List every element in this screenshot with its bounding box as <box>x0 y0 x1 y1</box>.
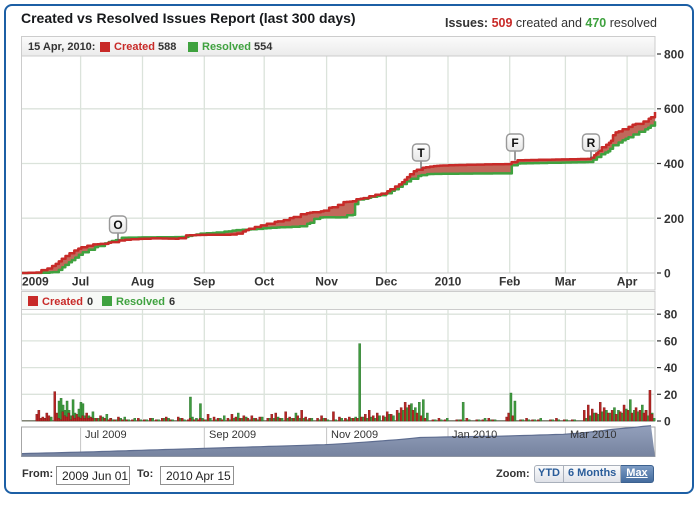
svg-text:Sep 2009: Sep 2009 <box>209 429 256 441</box>
svg-text:0: 0 <box>664 267 671 281</box>
svg-text:Mar 2010: Mar 2010 <box>570 429 616 441</box>
svg-text:80: 80 <box>664 308 678 322</box>
svg-text:Sep: Sep <box>193 275 215 289</box>
svg-text:600: 600 <box>664 102 684 116</box>
svg-text:Created: Created <box>114 41 155 53</box>
svg-text:2010: 2010 <box>435 275 462 289</box>
svg-text:Jan 2010: Jan 2010 <box>452 429 497 441</box>
svg-text:2009: 2009 <box>22 275 49 289</box>
svg-text:0: 0 <box>664 415 671 429</box>
svg-text:800: 800 <box>664 48 684 62</box>
svg-text:6: 6 <box>169 296 175 308</box>
svg-text:Dec: Dec <box>375 275 397 289</box>
svg-text:Oct: Oct <box>254 275 274 289</box>
svg-text:F: F <box>511 136 518 150</box>
svg-text:60: 60 <box>664 334 678 348</box>
svg-text:554: 554 <box>254 41 273 53</box>
svg-text:Resolved: Resolved <box>202 41 251 53</box>
svg-text:Nov: Nov <box>315 275 338 289</box>
svg-text:Nov 2009: Nov 2009 <box>331 429 378 441</box>
svg-text:O: O <box>113 218 122 232</box>
svg-text:Mar: Mar <box>555 275 577 289</box>
svg-text:T: T <box>417 146 425 160</box>
svg-text:15 Apr, 2010:: 15 Apr, 2010: <box>28 41 95 53</box>
svg-text:Apr: Apr <box>617 275 638 289</box>
svg-text:20: 20 <box>664 388 678 402</box>
svg-text:Resolved: Resolved <box>116 296 165 308</box>
svg-text:Jul 2009: Jul 2009 <box>85 429 127 441</box>
svg-text:200: 200 <box>664 212 684 226</box>
svg-text:40: 40 <box>664 361 678 375</box>
svg-text:Created: Created <box>42 296 83 308</box>
svg-text:Jul: Jul <box>72 275 89 289</box>
svg-text:Aug: Aug <box>131 275 154 289</box>
svg-text:R: R <box>587 136 596 150</box>
svg-text:Feb: Feb <box>499 275 520 289</box>
svg-text:400: 400 <box>664 157 684 171</box>
svg-text:588: 588 <box>158 41 176 53</box>
svg-text:0: 0 <box>87 296 93 308</box>
